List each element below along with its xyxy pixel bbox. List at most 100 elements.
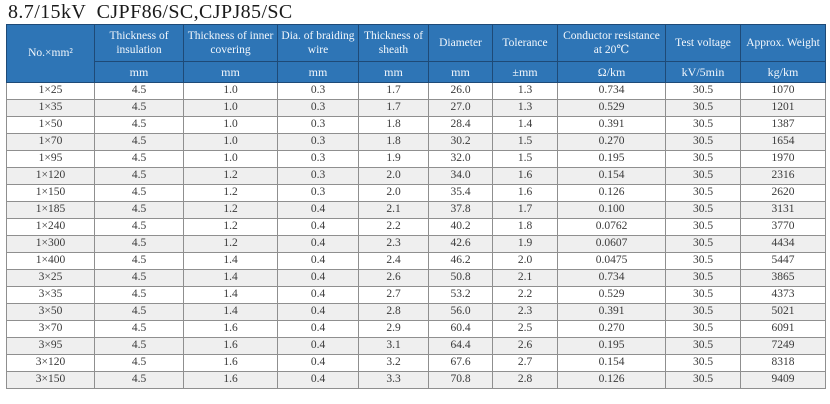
row-size-cell: 1×150: [6, 184, 95, 202]
row-size-cell: 1×35: [6, 99, 95, 117]
table-cell: 70.8: [428, 371, 493, 389]
table-cell: 30.5: [665, 269, 741, 287]
table-cell: 4.5: [94, 269, 184, 287]
table-row: 3×50 4.5 1.4 0.4 2.8 56.0 2.3 0.391 30.5 5021: [6, 303, 826, 321]
table-cell: 30.5: [665, 167, 741, 185]
table-cell: 2.2: [358, 218, 429, 236]
row-size-cell: 3×25: [6, 269, 95, 287]
table-cell: 0.126: [557, 371, 666, 389]
column-unit: ±mm: [492, 61, 558, 83]
table-cell: 4373: [740, 286, 826, 304]
table-cell: 2.7: [492, 354, 558, 372]
table-cell: 0.529: [557, 99, 666, 117]
table-cell: 53.2: [428, 286, 493, 304]
table-cell: 2.7: [358, 286, 429, 304]
table-row: 1×25 4.5 1.0 0.3 1.7 26.0 1.3 0.734 30.5 1070: [6, 82, 826, 100]
table-row: 3×150 4.5 1.6 0.4 3.3 70.8 2.8 0.126 30.5 9409: [6, 371, 826, 389]
table-cell: 4434: [740, 235, 826, 253]
table-cell: 26.0: [428, 82, 493, 100]
table-row: 3×25 4.5 1.4 0.4 2.6 50.8 2.1 0.734 30.5 3865: [6, 269, 826, 287]
column-unit: mm: [183, 61, 278, 83]
row-size-cell: 1×50: [6, 116, 95, 134]
column-header: Test voltage: [665, 24, 741, 62]
row-size-cell: 3×120: [6, 354, 95, 372]
table-cell: 0.195: [557, 150, 666, 168]
table-cell: 3.3: [358, 371, 429, 389]
table-cell: 2.0: [358, 167, 429, 185]
table-cell: 0.4: [277, 320, 359, 338]
table-cell: 30.5: [665, 218, 741, 236]
table-cell: 1.0: [183, 133, 278, 151]
table-cell: 4.5: [94, 371, 184, 389]
table-cell: 4.5: [94, 184, 184, 202]
table-cell: 30.5: [665, 201, 741, 219]
table-row: 3×95 4.5 1.6 0.4 3.1 64.4 2.6 0.195 30.5 7249: [6, 337, 826, 355]
table-cell: 4.5: [94, 99, 184, 117]
table-cell: 30.5: [665, 354, 741, 372]
cable-spec-table: No.×mm² Thickness of insulation Thickness …: [6, 24, 826, 389]
table-cell: 2316: [740, 167, 826, 185]
table-cell: 4.5: [94, 218, 184, 236]
table-cell: 30.5: [665, 82, 741, 100]
table-cell: 0.734: [557, 269, 666, 287]
table-cell: 1.0: [183, 99, 278, 117]
table-cell: 35.4: [428, 184, 493, 202]
table-cell: 4.5: [94, 201, 184, 219]
table-cell: 2.3: [492, 303, 558, 321]
table-cell: 1.5: [492, 150, 558, 168]
table-cell: 4.5: [94, 116, 184, 134]
row-size-cell: 3×50: [6, 303, 95, 321]
table-cell: 4.5: [94, 303, 184, 321]
page-title: 8.7/15kV CJPF86/SC,CJPJ85/SC: [8, 1, 293, 23]
table-cell: 0.4: [277, 252, 359, 270]
table-cell: 30.5: [665, 320, 741, 338]
table-cell: 42.6: [428, 235, 493, 253]
table-cell: 1654: [740, 133, 826, 151]
table-cell: 0.734: [557, 82, 666, 100]
row-size-cell: 1×25: [6, 82, 95, 100]
table-row: 3×120 4.5 1.6 0.4 3.2 67.6 2.7 0.154 30.5 8318: [6, 354, 826, 372]
table-row: 1×185 4.5 1.2 0.4 2.1 37.8 1.7 0.100 30.5 3131: [6, 201, 826, 219]
table-cell: 1.7: [358, 99, 429, 117]
table-header: No.×mm² Thickness of insulation Thickness …: [6, 24, 826, 83]
table-cell: 30.5: [665, 286, 741, 304]
table-cell: 1.8: [358, 116, 429, 134]
table-cell: 30.5: [665, 116, 741, 134]
table-row: 3×70 4.5 1.6 0.4 2.9 60.4 2.5 0.270 30.5 6091: [6, 320, 826, 338]
table-cell: 0.270: [557, 133, 666, 151]
table-row: 1×35 4.5 1.0 0.3 1.7 27.0 1.3 0.529 30.5 1201: [6, 99, 826, 117]
column-header: Thickness of inner covering: [183, 24, 278, 62]
table-cell: 4.5: [94, 286, 184, 304]
table-cell: 0.529: [557, 286, 666, 304]
table-cell: 1.7: [358, 82, 429, 100]
table-row: 1×50 4.5 1.0 0.3 1.8 28.4 1.4 0.391 30.5 1387: [6, 116, 826, 134]
table-cell: 2.6: [358, 269, 429, 287]
table-cell: 37.8: [428, 201, 493, 219]
table-cell: 1.7: [492, 201, 558, 219]
table-cell: 50.8: [428, 269, 493, 287]
row-size-cell: 1×400: [6, 252, 95, 270]
table-row: 1×95 4.5 1.0 0.3 1.9 32.0 1.5 0.195 30.5 1970: [6, 150, 826, 168]
table-cell: 1.8: [492, 218, 558, 236]
table-cell: 2.8: [492, 371, 558, 389]
table-cell: 0.3: [277, 82, 359, 100]
table-cell: 0.3: [277, 99, 359, 117]
table-cell: 0.0475: [557, 252, 666, 270]
table-cell: 1.8: [358, 133, 429, 151]
row-size-cell: 1×95: [6, 150, 95, 168]
row-size-cell: 3×35: [6, 286, 95, 304]
table-cell: 2.2: [492, 286, 558, 304]
table-cell: 1.3: [492, 82, 558, 100]
table-cell: 1.2: [183, 167, 278, 185]
table-cell: 8318: [740, 354, 826, 372]
table-cell: 30.5: [665, 252, 741, 270]
table-cell: 1.6: [492, 167, 558, 185]
table-cell: 0.4: [277, 218, 359, 236]
table-cell: 2.9: [358, 320, 429, 338]
column-unit: kg/km: [740, 61, 826, 83]
column-unit: kV/5min: [665, 61, 741, 83]
table-cell: 40.2: [428, 218, 493, 236]
row-size-cell: 3×95: [6, 337, 95, 355]
row-size-cell: 1×70: [6, 133, 95, 151]
